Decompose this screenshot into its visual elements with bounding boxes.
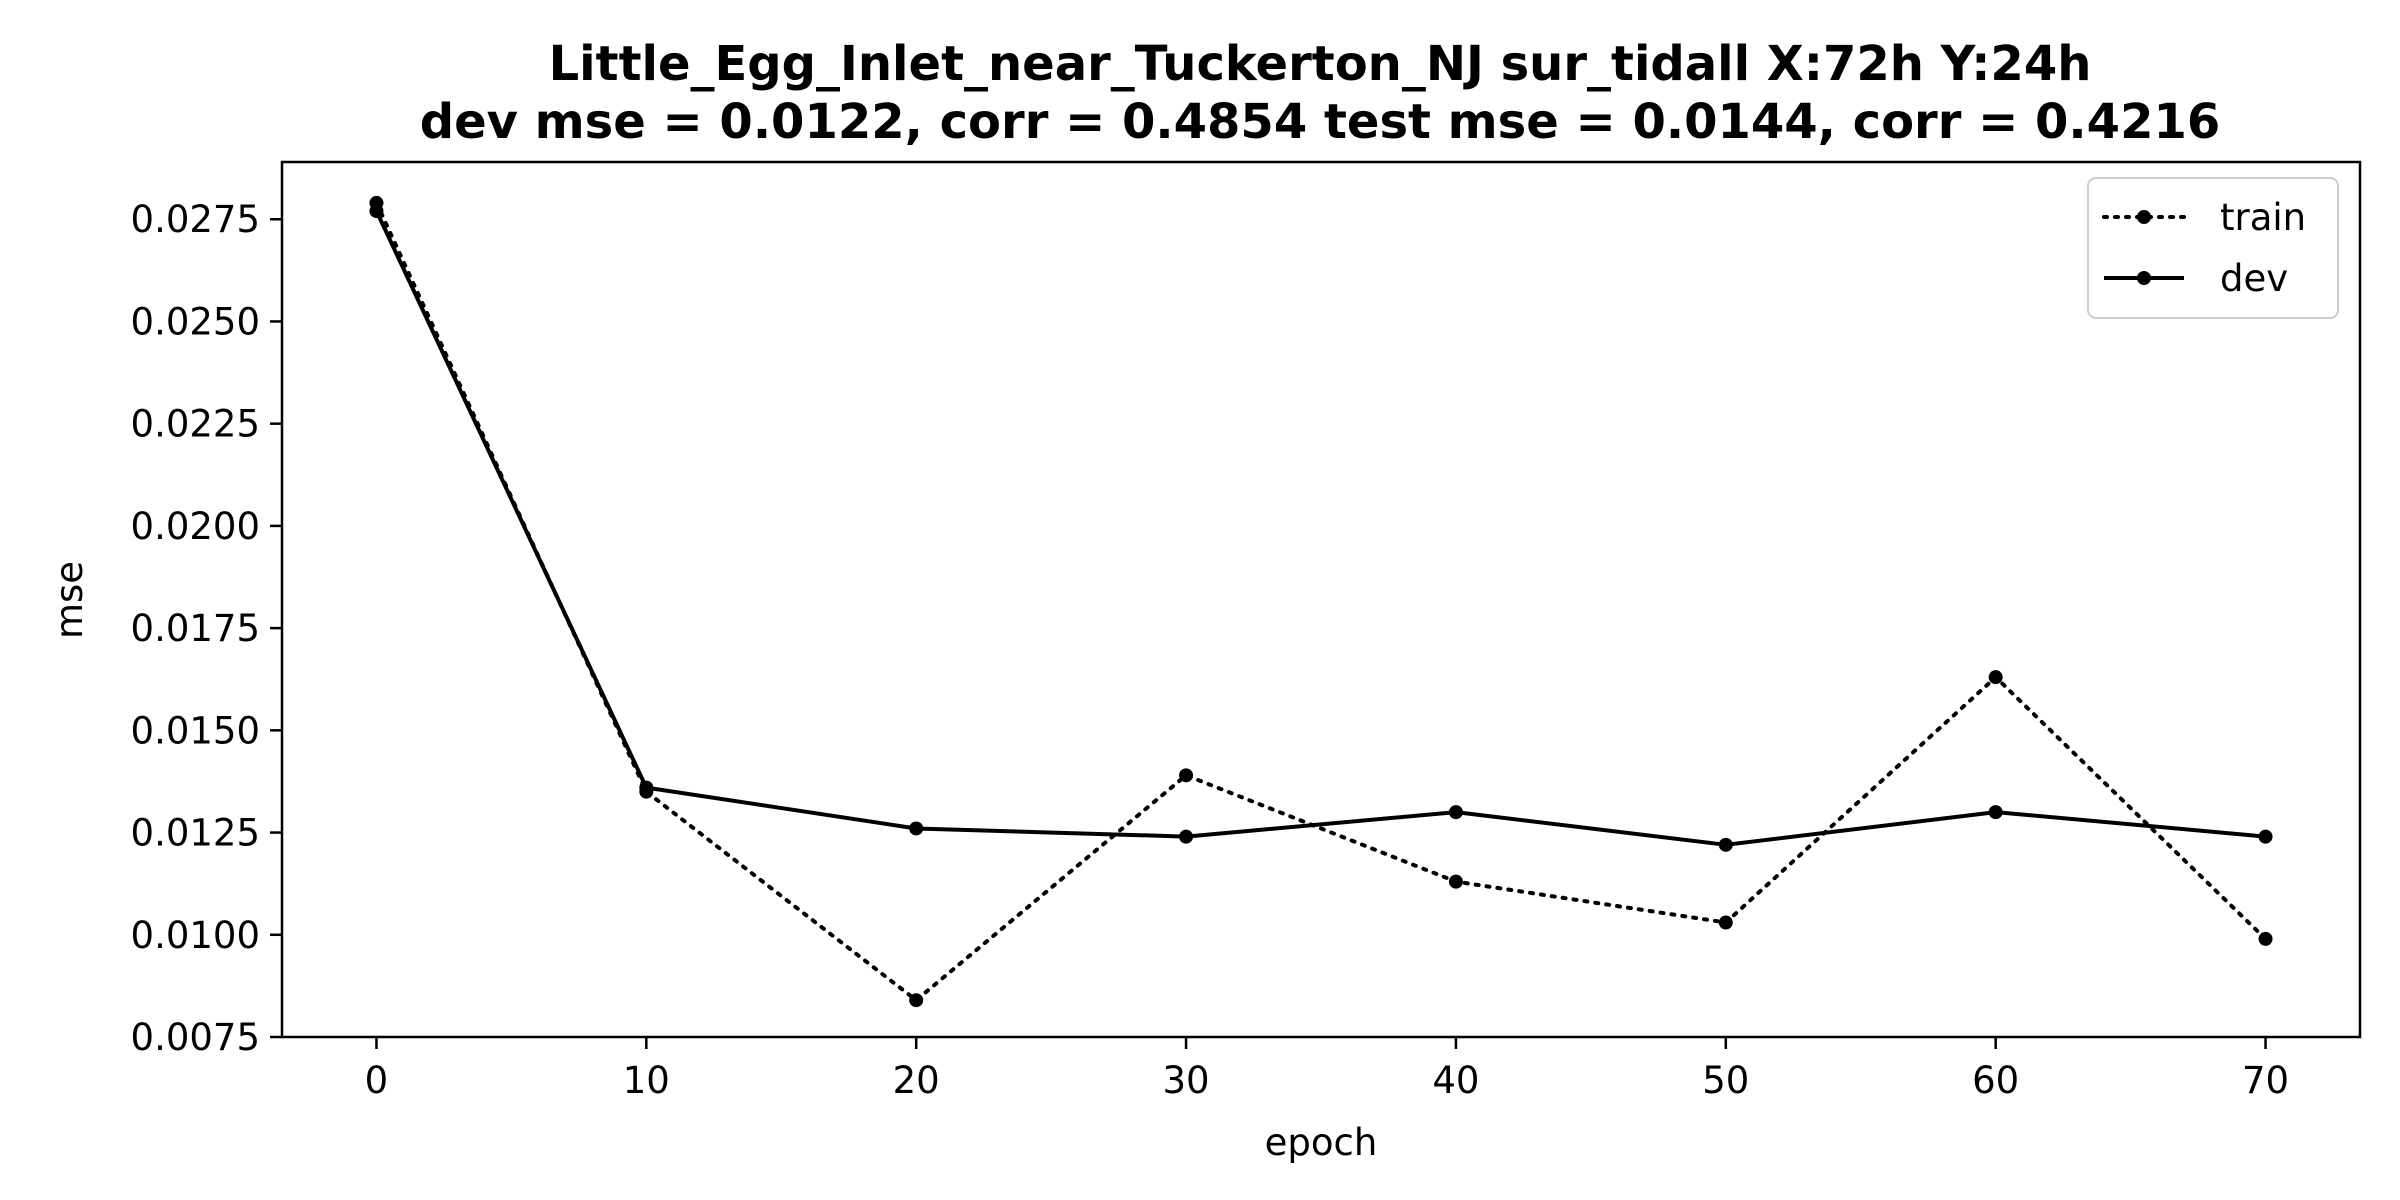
y-tick-label: 0.0275 <box>131 198 260 241</box>
y-tick-label: 0.0100 <box>131 914 260 957</box>
data-point-train <box>1448 874 1463 889</box>
data-point-dev <box>369 204 384 219</box>
y-tick-label: 0.0125 <box>131 812 260 855</box>
data-point-train <box>1179 768 1194 783</box>
legend-box <box>2087 177 2339 319</box>
y-tick-label: 0.0150 <box>131 709 260 752</box>
x-tick-label: 50 <box>1702 1059 1749 1102</box>
x-tick-label: 40 <box>1432 1059 1479 1102</box>
x-tick-label: 30 <box>1163 1059 1210 1102</box>
data-point-dev <box>1718 837 1733 852</box>
series-line-train <box>374 200 2268 1003</box>
y-tick-label: 0.0200 <box>131 505 260 548</box>
chart-title-line2: dev mse = 0.0122, corr = 0.4854 test mse… <box>420 94 2221 150</box>
data-point-dev <box>2258 829 2273 844</box>
x-tick-label: 70 <box>2242 1059 2289 1102</box>
y-tick-label: 0.0175 <box>131 607 260 650</box>
plot-area-frame <box>280 160 2362 1039</box>
x-tick-label: 10 <box>623 1059 670 1102</box>
data-point-dev <box>1448 805 1463 820</box>
legend-train-label: train <box>2220 196 2306 239</box>
data-point-dev <box>1179 829 1194 844</box>
y-axis-label: mse <box>48 561 91 639</box>
y-axis: 0.0075 0.0100 0.0125 0.0150 0.0175 0.0200 0.02… <box>131 198 282 1059</box>
x-tick-label: 0 <box>365 1059 389 1102</box>
x-tick-label: 60 <box>1972 1059 2019 1102</box>
legend-dev-marker <box>2137 271 2151 285</box>
series-layer <box>369 195 2273 1008</box>
data-point-train <box>1718 915 1733 930</box>
data-point-train <box>909 993 924 1008</box>
legend: train dev <box>2087 177 2339 319</box>
data-point-dev <box>909 821 924 836</box>
series-line-dev <box>374 210 2266 847</box>
x-axis: 0 10 20 30 40 50 60 70 <box>365 1037 2289 1102</box>
y-tick-label: 0.0075 <box>131 1016 260 1059</box>
data-point-train <box>1988 670 2003 685</box>
data-point-dev <box>639 780 654 795</box>
y-tick-label: 0.0250 <box>131 300 260 343</box>
legend-train-marker <box>2137 210 2151 224</box>
data-point-dev <box>1988 805 2003 820</box>
x-axis-label: epoch <box>1265 1121 1378 1164</box>
x-tick-label: 20 <box>893 1059 940 1102</box>
y-tick-label: 0.0225 <box>131 403 260 446</box>
legend-dev-label: dev <box>2220 257 2288 300</box>
data-point-train <box>2258 931 2273 946</box>
chart-title-line1: Little_Egg_Inlet_near_Tuckerton_NJ sur_t… <box>549 36 2092 92</box>
